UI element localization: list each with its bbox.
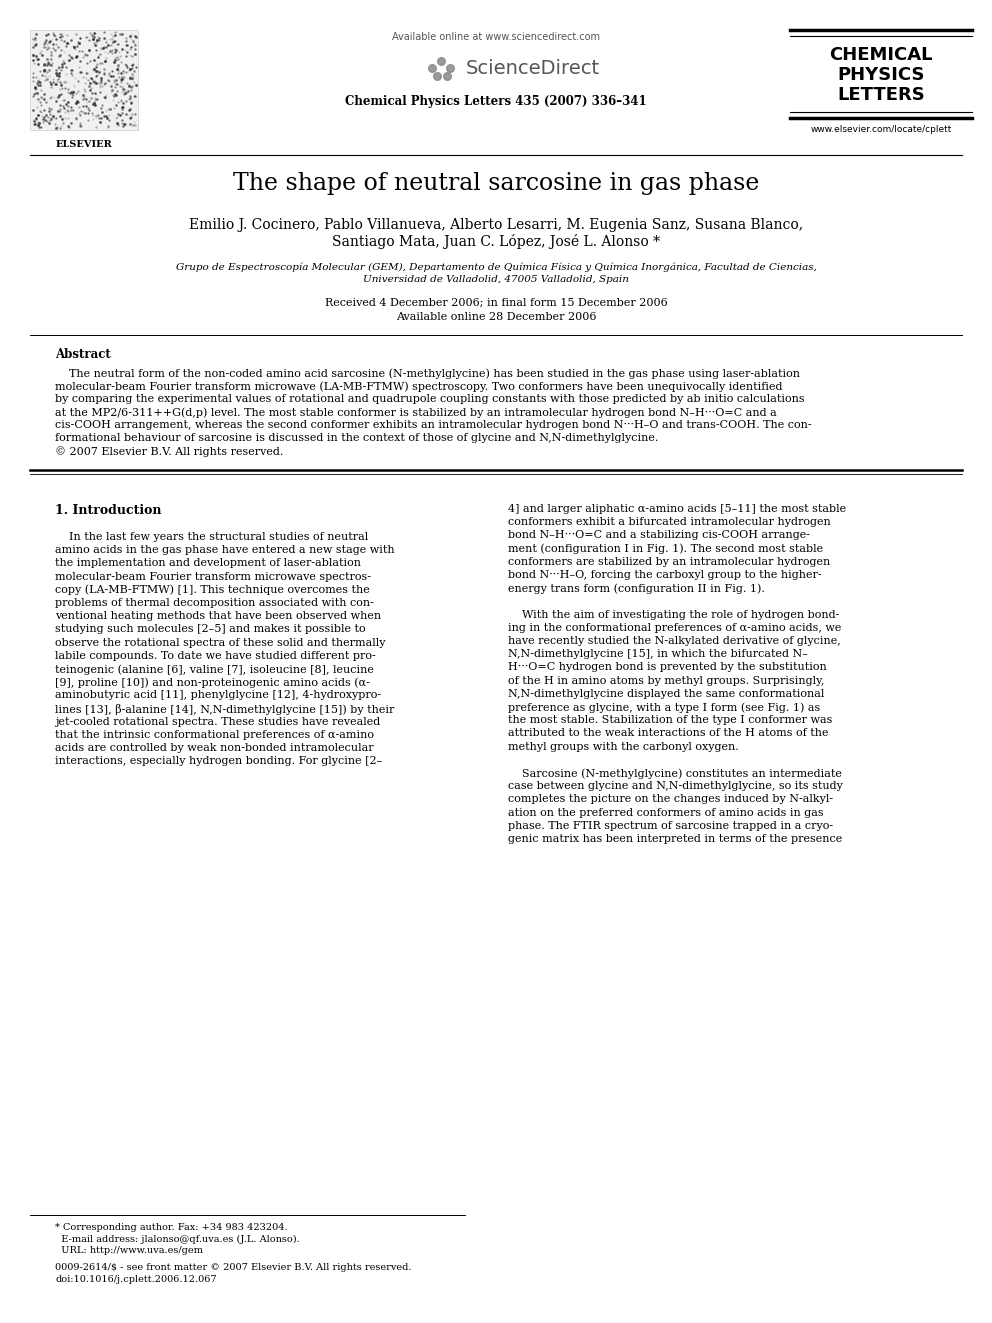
Text: PHYSICS: PHYSICS: [837, 66, 925, 83]
Text: With the aim of investigating the role of hydrogen bond-: With the aim of investigating the role o…: [508, 610, 839, 619]
Text: H···O=C hydrogen bond is prevented by the substitution: H···O=C hydrogen bond is prevented by th…: [508, 663, 826, 672]
Text: ELSEVIER: ELSEVIER: [56, 140, 112, 149]
Text: energy trans form (configuration II in Fig. 1).: energy trans form (configuration II in F…: [508, 583, 765, 594]
Text: Sarcosine (N-methylglycine) constitutes an intermediate: Sarcosine (N-methylglycine) constitutes …: [508, 767, 842, 778]
Text: Grupo de Espectroscopía Molecular (GEM), Departamento de Química Física y Químic: Grupo de Espectroscopía Molecular (GEM),…: [176, 262, 816, 271]
Text: interactions, especially hydrogen bonding. For glycine [2–: interactions, especially hydrogen bondin…: [55, 757, 382, 766]
Text: URL: http://www.uva.es/gem: URL: http://www.uva.es/gem: [55, 1246, 203, 1256]
Text: preference as glycine, with a type I form (see Fig. 1) as: preference as glycine, with a type I for…: [508, 703, 820, 713]
Text: The shape of neutral sarcosine in gas phase: The shape of neutral sarcosine in gas ph…: [233, 172, 759, 194]
Text: ation on the preferred conformers of amino acids in gas: ation on the preferred conformers of ami…: [508, 807, 823, 818]
Text: ventional heating methods that have been observed when: ventional heating methods that have been…: [55, 611, 381, 622]
Text: [9], proline [10]) and non-proteinogenic amino acids (α-: [9], proline [10]) and non-proteinogenic…: [55, 677, 370, 688]
Text: Santiago Mata, Juan C. López, José L. Alonso *: Santiago Mata, Juan C. López, José L. Al…: [332, 234, 660, 249]
Text: Emilio J. Cocinero, Pablo Villanueva, Alberto Lesarri, M. Eugenia Sanz, Susana B: Emilio J. Cocinero, Pablo Villanueva, Al…: [188, 218, 804, 232]
Text: bond N–H···O=C and a stabilizing cis-COOH arrange-: bond N–H···O=C and a stabilizing cis-COO…: [508, 531, 810, 540]
Text: N,N-dimethylglycine [15], in which the bifurcated N–: N,N-dimethylglycine [15], in which the b…: [508, 650, 807, 659]
Text: problems of thermal decomposition associated with con-: problems of thermal decomposition associ…: [55, 598, 374, 609]
Text: CHEMICAL: CHEMICAL: [829, 46, 932, 64]
Text: Abstract: Abstract: [55, 348, 111, 361]
Text: www.elsevier.com/locate/cplett: www.elsevier.com/locate/cplett: [810, 124, 951, 134]
Text: bond N···H–O, forcing the carboxyl group to the higher-: bond N···H–O, forcing the carboxyl group…: [508, 570, 821, 579]
Text: case between glycine and N,N-dimethylglycine, so its study: case between glycine and N,N-dimethylgly…: [508, 781, 843, 791]
Text: Available online 28 December 2006: Available online 28 December 2006: [396, 312, 596, 321]
Text: attributed to the weak interactions of the H atoms of the: attributed to the weak interactions of t…: [508, 729, 828, 738]
Text: phase. The FTIR spectrum of sarcosine trapped in a cryo-: phase. The FTIR spectrum of sarcosine tr…: [508, 820, 833, 831]
Text: lines [13], β-alanine [14], N,N-dimethylglycine [15]) by their: lines [13], β-alanine [14], N,N-dimethyl…: [55, 704, 395, 714]
Text: E-mail address: jlalonso@qf.uva.es (J.L. Alonso).: E-mail address: jlalonso@qf.uva.es (J.L.…: [55, 1234, 300, 1244]
Text: formational behaviour of sarcosine is discussed in the context of those of glyci: formational behaviour of sarcosine is di…: [55, 433, 659, 443]
Text: genic matrix has been interpreted in terms of the presence: genic matrix has been interpreted in ter…: [508, 833, 842, 844]
Text: Available online at www.sciencedirect.com: Available online at www.sciencedirect.co…: [392, 32, 600, 42]
Text: LETTERS: LETTERS: [837, 86, 925, 105]
Text: methyl groups with the carbonyl oxygen.: methyl groups with the carbonyl oxygen.: [508, 742, 739, 751]
Text: molecular-beam Fourier transform microwave (LA-MB-FTMW) spectroscopy. Two confor: molecular-beam Fourier transform microwa…: [55, 381, 783, 392]
Text: * Corresponding author. Fax: +34 983 423204.: * Corresponding author. Fax: +34 983 423…: [55, 1222, 288, 1232]
Text: amino acids in the gas phase have entered a new stage with: amino acids in the gas phase have entere…: [55, 545, 395, 556]
Text: © 2007 Elsevier B.V. All rights reserved.: © 2007 Elsevier B.V. All rights reserved…: [55, 446, 284, 456]
Text: Chemical Physics Letters 435 (2007) 336–341: Chemical Physics Letters 435 (2007) 336–…: [345, 95, 647, 108]
Text: 4] and larger aliphatic α-amino acids [5–11] the most stable: 4] and larger aliphatic α-amino acids [5…: [508, 504, 846, 515]
Text: doi:10.1016/j.cplett.2006.12.067: doi:10.1016/j.cplett.2006.12.067: [55, 1275, 216, 1283]
Text: 1. Introduction: 1. Introduction: [55, 504, 162, 517]
Text: ScienceDirect: ScienceDirect: [466, 60, 600, 78]
Text: the most stable. Stabilization of the type I conformer was: the most stable. Stabilization of the ty…: [508, 716, 832, 725]
Text: by comparing the experimental values of rotational and quadrupole coupling const: by comparing the experimental values of …: [55, 394, 805, 404]
Text: have recently studied the N-alkylated derivative of glycine,: have recently studied the N-alkylated de…: [508, 636, 841, 646]
Text: the implementation and development of laser-ablation: the implementation and development of la…: [55, 558, 361, 569]
Text: labile compounds. To date we have studied different pro-: labile compounds. To date we have studie…: [55, 651, 376, 660]
Text: ment (configuration I in Fig. 1). The second most stable: ment (configuration I in Fig. 1). The se…: [508, 544, 823, 554]
Text: molecular-beam Fourier transform microwave spectros-: molecular-beam Fourier transform microwa…: [55, 572, 371, 582]
Text: conformers exhibit a bifurcated intramolecular hydrogen: conformers exhibit a bifurcated intramol…: [508, 517, 830, 527]
Text: conformers are stabilized by an intramolecular hydrogen: conformers are stabilized by an intramol…: [508, 557, 830, 566]
Text: at the MP2/6-311++G(d,p) level. The most stable conformer is stabilized by an in: at the MP2/6-311++G(d,p) level. The most…: [55, 407, 777, 418]
Text: Universidad de Valladolid, 47005 Valladolid, Spain: Universidad de Valladolid, 47005 Vallado…: [363, 275, 629, 284]
Text: of the H in amino atoms by methyl groups. Surprisingly,: of the H in amino atoms by methyl groups…: [508, 676, 824, 685]
Text: that the intrinsic conformational preferences of α-amino: that the intrinsic conformational prefer…: [55, 730, 374, 740]
Text: Received 4 December 2006; in final form 15 December 2006: Received 4 December 2006; in final form …: [324, 298, 668, 308]
Bar: [30, 30, 138, 130]
Text: 0009-2614/$ - see front matter © 2007 Elsevier B.V. All rights reserved.: 0009-2614/$ - see front matter © 2007 El…: [55, 1263, 412, 1273]
Text: ing in the conformational preferences of α-amino acids, we: ing in the conformational preferences of…: [508, 623, 841, 632]
Text: copy (LA-MB-FTMW) [1]. This technique overcomes the: copy (LA-MB-FTMW) [1]. This technique ov…: [55, 585, 370, 595]
Text: jet-cooled rotational spectra. These studies have revealed: jet-cooled rotational spectra. These stu…: [55, 717, 380, 726]
Text: observe the rotational spectra of these solid and thermally: observe the rotational spectra of these …: [55, 638, 386, 647]
Text: aminobutyric acid [11], phenylglycine [12], 4-hydroxypro-: aminobutyric acid [11], phenylglycine [1…: [55, 691, 381, 700]
Text: completes the picture on the changes induced by N-alkyl-: completes the picture on the changes ind…: [508, 794, 833, 804]
Text: studying such molecules [2–5] and makes it possible to: studying such molecules [2–5] and makes …: [55, 624, 366, 635]
Text: In the last few years the structural studies of neutral: In the last few years the structural stu…: [55, 532, 368, 542]
Text: acids are controlled by weak non-bonded intramolecular: acids are controlled by weak non-bonded …: [55, 744, 374, 753]
Text: The neutral form of the non-coded amino acid sarcosine (N-methylglycine) has bee: The neutral form of the non-coded amino …: [55, 368, 800, 378]
Text: cis-COOH arrangement, whereas the second conformer exhibits an intramolecular hy: cis-COOH arrangement, whereas the second…: [55, 419, 811, 430]
Text: teinogenic (alanine [6], valine [7], isoleucine [8], leucine: teinogenic (alanine [6], valine [7], iso…: [55, 664, 374, 675]
Text: N,N-dimethylglycine displayed the same conformational: N,N-dimethylglycine displayed the same c…: [508, 689, 824, 699]
